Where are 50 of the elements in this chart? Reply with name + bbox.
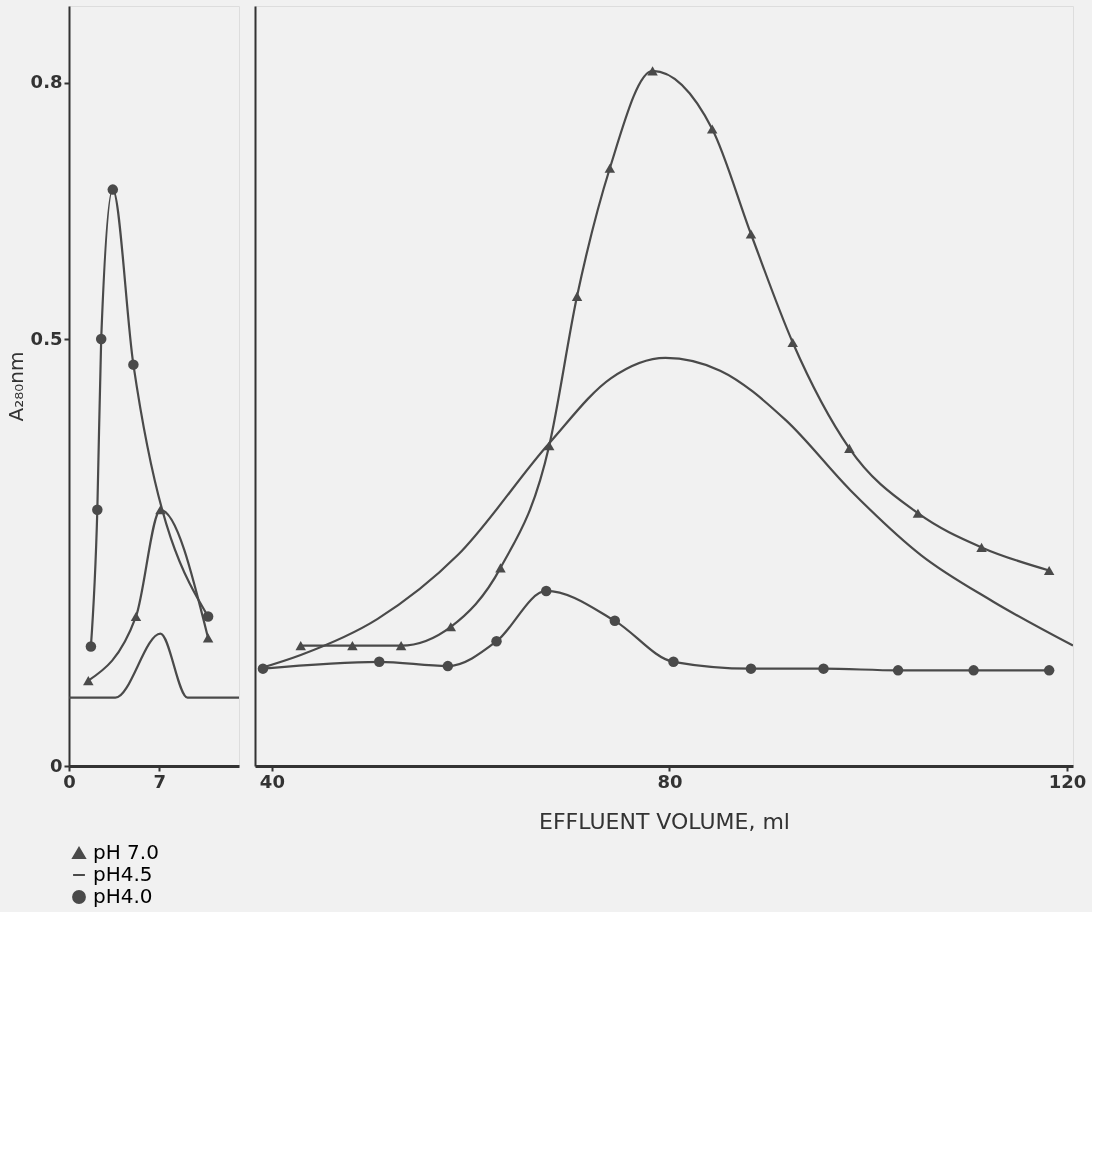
y-tick-label: 0.5 bbox=[30, 327, 63, 349]
point bbox=[85, 641, 97, 652]
point bbox=[647, 66, 658, 76]
point bbox=[257, 663, 269, 674]
point bbox=[395, 641, 407, 651]
point bbox=[128, 359, 139, 370]
point bbox=[295, 641, 306, 651]
point bbox=[1043, 665, 1055, 676]
point bbox=[374, 656, 385, 668]
x-axis-title: EFFLUENT VOLUME, ml bbox=[539, 808, 790, 834]
point bbox=[968, 665, 979, 676]
point bbox=[668, 656, 679, 668]
point bbox=[347, 641, 358, 651]
legend-label: pH 7.0 bbox=[93, 840, 159, 864]
point bbox=[787, 337, 798, 347]
point bbox=[818, 663, 829, 674]
point bbox=[745, 229, 757, 239]
x-tick-label: 40 bbox=[259, 770, 285, 792]
point bbox=[892, 665, 904, 676]
point bbox=[442, 660, 454, 672]
point bbox=[445, 622, 457, 632]
point bbox=[540, 585, 552, 597]
point bbox=[844, 443, 855, 453]
point bbox=[912, 508, 924, 518]
point bbox=[495, 563, 506, 573]
legend-label: pH4.5 bbox=[93, 862, 153, 886]
point bbox=[571, 291, 583, 301]
y-tick-label: 0.8 bbox=[30, 71, 63, 93]
point bbox=[83, 676, 94, 686]
point bbox=[604, 163, 616, 173]
point bbox=[491, 636, 502, 647]
point bbox=[92, 504, 103, 516]
y-axis-title: A₂₈₀nm bbox=[3, 351, 28, 422]
x-tick-label: 80 bbox=[657, 770, 683, 792]
point bbox=[155, 505, 166, 515]
point bbox=[745, 663, 757, 674]
point bbox=[130, 612, 142, 622]
point bbox=[107, 184, 119, 195]
point bbox=[609, 615, 621, 627]
point bbox=[1043, 565, 1055, 575]
y-tick-label: 0 bbox=[49, 754, 63, 776]
x-tick-label: 7 bbox=[153, 770, 166, 792]
point bbox=[95, 333, 107, 345]
point bbox=[202, 611, 214, 622]
legend-label: pH4.0 bbox=[93, 884, 153, 908]
point bbox=[202, 633, 214, 643]
point bbox=[543, 441, 555, 451]
point bbox=[706, 124, 718, 134]
x-tick-label: 120 bbox=[1048, 770, 1087, 792]
point bbox=[976, 542, 987, 552]
